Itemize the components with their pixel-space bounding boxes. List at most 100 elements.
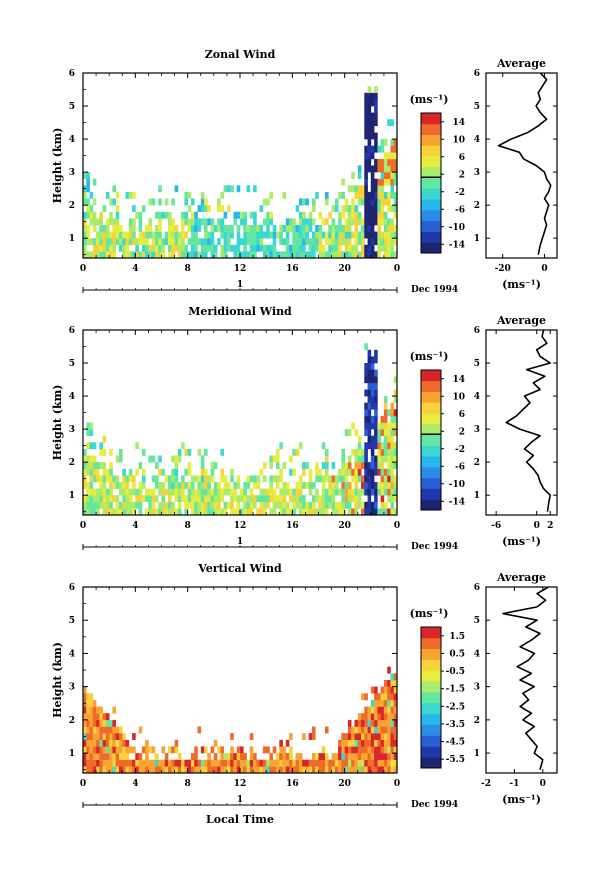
heatmap-cell xyxy=(174,482,179,489)
heatmap-cell xyxy=(269,508,273,516)
heatmap-cell xyxy=(89,422,94,430)
heatmap-cell xyxy=(383,468,388,476)
heatmap-cell xyxy=(86,495,90,503)
heatmap-cell xyxy=(99,475,103,483)
heatmap-cell xyxy=(338,488,342,496)
heatmap-cell xyxy=(109,231,113,239)
heatmap-cell xyxy=(364,402,368,410)
heatmap-cell xyxy=(377,726,381,734)
heatmap-cell xyxy=(383,238,388,246)
y-tick-label: 6 xyxy=(69,326,75,336)
heatmap-cell xyxy=(347,185,352,193)
heatmap-cell xyxy=(377,225,381,232)
heatmap-cell xyxy=(354,251,359,259)
heatmap-cell xyxy=(387,713,391,721)
heatmap-cell xyxy=(347,488,352,496)
heatmap-cell xyxy=(387,435,391,443)
heatmap-cell xyxy=(249,211,254,219)
heatmap-cell xyxy=(321,508,326,516)
heatmap-cell xyxy=(99,231,103,239)
heatmap-cell xyxy=(370,686,375,694)
heatmap-cell xyxy=(341,488,345,496)
heatmap-cell xyxy=(289,753,293,760)
heatmap-cell xyxy=(282,501,287,509)
heatmap-cell xyxy=(328,488,332,496)
heatmap-cell xyxy=(377,706,381,714)
heatmap-cell xyxy=(190,475,195,483)
heatmap-cell xyxy=(361,753,365,760)
heatmap-cell xyxy=(295,501,300,509)
heatmap-cell xyxy=(357,231,362,239)
heatmap-cell xyxy=(377,482,381,489)
heatmap-cell xyxy=(390,739,395,747)
heatmap-cell xyxy=(99,759,103,767)
heatmap-cell xyxy=(86,753,90,760)
heatmap-cell xyxy=(119,238,123,246)
heatmap-cell xyxy=(354,495,359,503)
heatmap-cell xyxy=(377,713,381,721)
x-tick-label: 0 xyxy=(80,779,86,789)
heatmap-cell xyxy=(184,495,188,503)
heatmap-cell xyxy=(217,238,221,246)
heatmap-cell xyxy=(289,218,293,226)
heatmap-cell xyxy=(96,508,100,516)
heatmap-cell xyxy=(184,759,188,767)
heatmap-cell xyxy=(364,759,368,767)
heatmap-cell xyxy=(289,759,293,767)
heatmap-cell xyxy=(370,508,375,516)
y-tick-label: 2 xyxy=(69,201,75,211)
heatmap-cell xyxy=(383,442,388,450)
heatmap-cell xyxy=(383,726,388,734)
heatmap-cell xyxy=(240,759,244,767)
heatmap-cell xyxy=(374,482,378,489)
heatmap-cell xyxy=(99,488,103,496)
average-x-tick-label: 0 xyxy=(540,779,546,789)
heatmap-cell xyxy=(194,218,198,226)
heatmap-cell xyxy=(243,501,247,509)
heatmap-cell xyxy=(374,706,378,714)
heatmap-cell xyxy=(86,726,90,734)
heatmap-cell xyxy=(92,733,97,740)
heatmap-cell xyxy=(380,205,385,212)
heatmap-cell xyxy=(89,468,94,476)
heatmap-cell xyxy=(354,191,359,199)
heatmap-cell xyxy=(223,766,228,774)
heatmap-cell xyxy=(370,422,375,430)
heatmap-cell xyxy=(380,753,385,760)
x-tick-label: 0 xyxy=(394,264,400,274)
heatmap-cell xyxy=(390,501,395,509)
heatmap-cell xyxy=(236,225,241,232)
heatmap-cell xyxy=(318,475,323,483)
heatmap-cell xyxy=(370,699,375,707)
heatmap-cell xyxy=(364,422,368,430)
heatmap-cell xyxy=(184,198,188,206)
heatmap-cell xyxy=(83,172,87,179)
heatmap-cell xyxy=(266,766,270,774)
heatmap-cell xyxy=(141,482,146,489)
average-y-tick-label: 3 xyxy=(474,425,480,435)
heatmap-cell xyxy=(282,462,287,469)
heatmap-cell xyxy=(387,442,391,450)
heatmap-cell xyxy=(190,501,195,509)
heatmap-cell xyxy=(171,501,175,509)
heatmap-cell xyxy=(174,468,179,476)
heatmap-cell xyxy=(334,198,339,206)
heatmap-cell xyxy=(364,152,368,160)
heatmap-cell xyxy=(367,435,372,443)
heatmap-cell xyxy=(383,178,388,186)
heatmap-cell xyxy=(92,759,97,767)
heatmap-cell xyxy=(364,468,368,476)
heatmap-cell xyxy=(151,251,156,259)
heatmap-cell xyxy=(99,719,103,727)
heatmap-cell xyxy=(230,225,234,232)
heatmap-cell xyxy=(370,442,375,450)
heatmap-cell xyxy=(361,508,365,516)
heatmap-cell xyxy=(334,251,339,259)
heatmap-cell xyxy=(266,225,270,232)
heatmap-cell xyxy=(367,475,372,483)
heatmap-cell xyxy=(86,501,90,509)
heatmap-cell xyxy=(285,231,290,239)
heatmap-cell xyxy=(370,733,375,740)
heatmap-cell xyxy=(138,488,143,496)
heatmap-cell xyxy=(181,475,185,483)
